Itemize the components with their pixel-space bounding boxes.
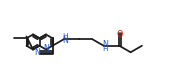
Text: N: N bbox=[102, 40, 108, 49]
Text: O: O bbox=[116, 30, 122, 39]
Text: H: H bbox=[63, 33, 68, 39]
Text: N: N bbox=[62, 36, 68, 45]
Text: N: N bbox=[35, 48, 40, 57]
Text: H: H bbox=[102, 46, 108, 52]
Text: N: N bbox=[43, 43, 49, 53]
